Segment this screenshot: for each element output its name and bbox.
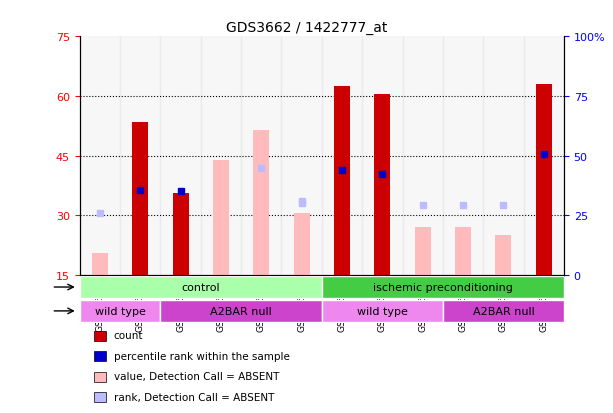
Bar <box>172 194 189 275</box>
Text: A2BAR null: A2BAR null <box>210 306 272 316</box>
Text: count: count <box>113 330 143 340</box>
Bar <box>362 37 403 275</box>
Bar <box>281 37 322 275</box>
Bar <box>322 37 362 275</box>
FancyBboxPatch shape <box>80 300 161 322</box>
Bar <box>495 236 511 275</box>
Bar <box>443 37 483 275</box>
Text: GDS3662 / 1422777_at: GDS3662 / 1422777_at <box>226 21 387 35</box>
Text: ischemic preconditioning: ischemic preconditioning <box>373 282 513 292</box>
Text: control: control <box>181 282 220 292</box>
Text: wild type: wild type <box>357 306 408 316</box>
Bar <box>414 228 431 275</box>
Bar <box>524 37 564 275</box>
Bar <box>483 37 524 275</box>
FancyBboxPatch shape <box>322 277 564 298</box>
Text: wild type: wild type <box>94 306 145 316</box>
Bar <box>94 331 106 341</box>
Bar <box>455 228 471 275</box>
Bar <box>132 123 148 275</box>
Bar <box>334 87 350 275</box>
Bar <box>94 372 106 382</box>
FancyBboxPatch shape <box>322 300 443 322</box>
Bar <box>120 37 161 275</box>
Text: rank, Detection Call = ABSENT: rank, Detection Call = ABSENT <box>113 392 274 401</box>
Bar <box>536 85 552 275</box>
Bar <box>294 214 310 275</box>
Bar <box>94 351 106 361</box>
Bar <box>213 160 229 275</box>
Bar <box>241 37 281 275</box>
FancyBboxPatch shape <box>161 300 322 322</box>
Text: A2BAR null: A2BAR null <box>473 306 535 316</box>
Bar <box>375 95 390 275</box>
Bar <box>253 131 269 275</box>
Bar <box>201 37 241 275</box>
FancyBboxPatch shape <box>443 300 564 322</box>
Bar <box>94 392 106 402</box>
Bar <box>403 37 443 275</box>
Text: percentile rank within the sample: percentile rank within the sample <box>113 351 289 361</box>
Bar <box>80 37 120 275</box>
Bar <box>161 37 201 275</box>
FancyBboxPatch shape <box>80 277 322 298</box>
Text: value, Detection Call = ABSENT: value, Detection Call = ABSENT <box>113 371 279 381</box>
Bar <box>92 254 108 275</box>
